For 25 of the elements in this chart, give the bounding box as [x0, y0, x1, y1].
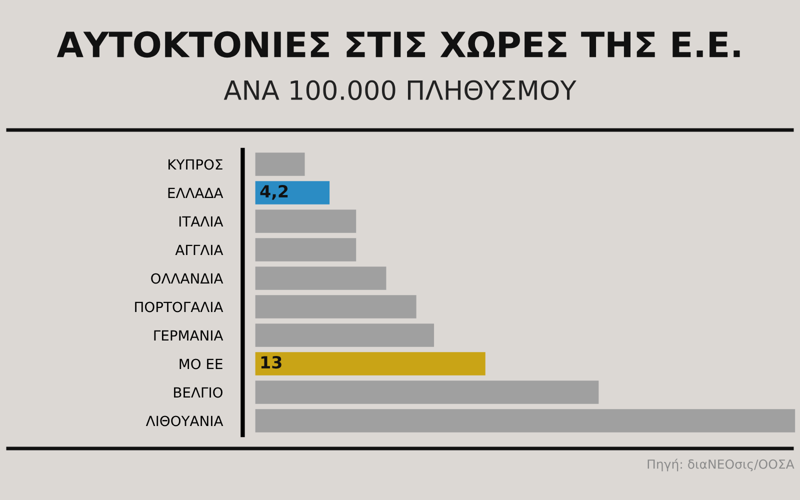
y-tick-label: ΟΛΛΑΝΔΙΑ [151, 273, 224, 284]
y-tick-label: ΒΕΛΓΙΟ [174, 387, 222, 398]
bar [255, 324, 434, 347]
y-tick-label: ΜΟ ΕΕ [180, 358, 222, 370]
bar [255, 266, 386, 290]
y-tick-label: ΓΕΡΜΑΝΙΑ [154, 330, 224, 341]
data-label: 4,2 [260, 184, 288, 200]
bar [255, 409, 796, 432]
y-tick-label: ΠΟΡΤΟΓΑΛΙΑ [135, 302, 224, 312]
y-tick-label: ΛΙΘΟΥΑΝΙΑ [146, 416, 224, 426]
bar [255, 210, 356, 233]
text: Πηγή: διαΝΕΟσις/ΟΟΣΑ [648, 458, 794, 472]
data-label: 13 [261, 356, 282, 369]
y-tick-label: ΚΥΠΡΟΣ [168, 159, 222, 170]
chart-subtitle: ΑΝΑ 100.000 ΠΛΗΘΥΣΜΟΥ [224, 80, 576, 100]
y-tick-label: ΑΓΓΛΙΑ [175, 244, 224, 256]
bar [255, 238, 356, 262]
bar [255, 152, 305, 176]
bar [255, 295, 416, 318]
y-tick-label: ΙΤΑΛΙΑ [179, 216, 224, 227]
bar [255, 352, 486, 376]
bar [255, 181, 330, 204]
y-tick-label: ΕΛΛΑΔΑ [168, 188, 224, 198]
bar [255, 380, 599, 404]
chart-title: ΑΥΤΟΚΤΟΝΙΕΣ ΣΤΙΣ ΧΩΡΕΣ ΤΗΣ Ε.Ε. [56, 31, 740, 58]
